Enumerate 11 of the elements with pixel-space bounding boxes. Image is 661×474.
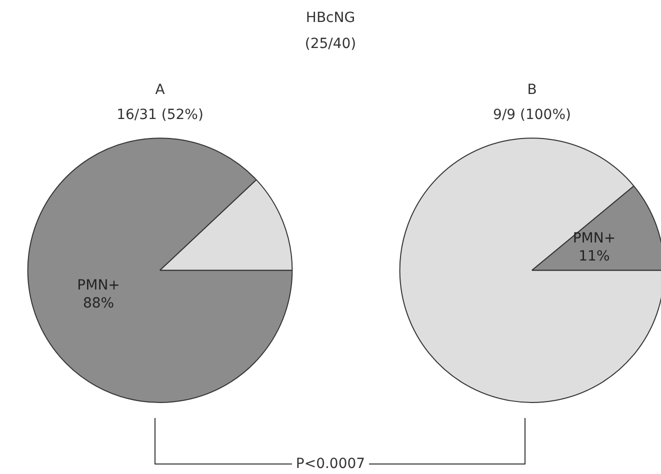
data-label: 11% bbox=[578, 248, 610, 265]
text: (25/40) bbox=[304, 36, 358, 52]
chart-subtitle: 9/9 (100%) bbox=[493, 106, 571, 123]
chart-title: B bbox=[527, 82, 537, 98]
slice-label: PMN+ bbox=[572, 230, 616, 247]
data-label: 88% bbox=[82, 295, 114, 312]
text: HBcNG bbox=[304, 10, 356, 26]
slice-label: PMN+ bbox=[77, 277, 120, 294]
chart-subtitle: 16/31 (52%) bbox=[116, 106, 204, 123]
text: P<0.0007 bbox=[292, 456, 370, 472]
chart-title: A bbox=[155, 82, 166, 98]
